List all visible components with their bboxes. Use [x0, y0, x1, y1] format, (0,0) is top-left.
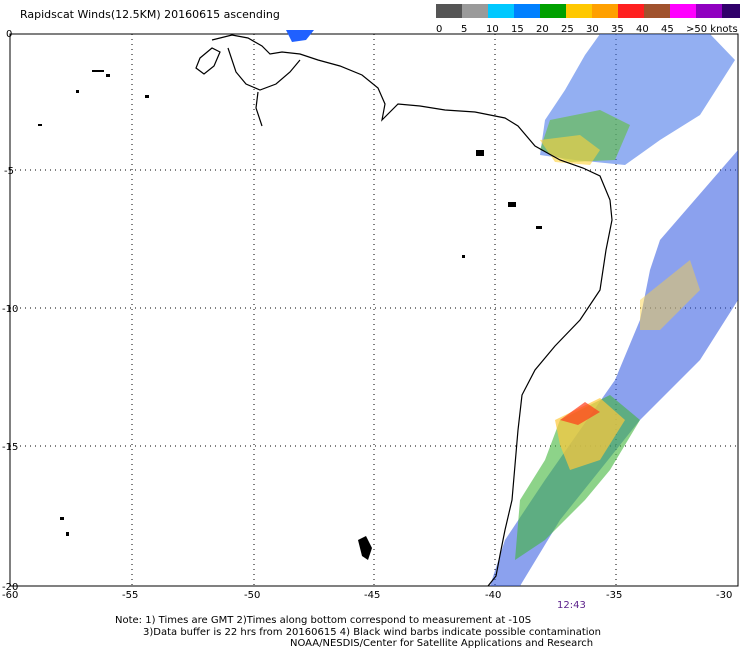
- coastline: [195, 34, 613, 587]
- y-tick-3: -15: [2, 442, 18, 453]
- legend-label-5: 25: [561, 24, 574, 35]
- legend-label-10: >50 knots: [686, 24, 738, 35]
- legend-label-7: 35: [611, 24, 624, 35]
- legend-swatch-1: [462, 4, 488, 18]
- legend-swatch-6: [592, 4, 618, 18]
- x-tick-1: -55: [122, 590, 138, 601]
- x-tick-0: -60: [2, 590, 18, 601]
- legend-swatch-11: [722, 4, 740, 18]
- wind-swath-lower: [490, 150, 738, 586]
- x-tick-4: -40: [485, 590, 501, 601]
- legend-swatch-2: [488, 4, 514, 18]
- legend-swatch-7: [618, 4, 644, 18]
- x-tick-3: -45: [364, 590, 380, 601]
- legend-label-6: 30: [586, 24, 599, 35]
- islands: [38, 70, 542, 560]
- legend-swatch-5: [566, 4, 592, 18]
- legend-label-1: 5: [461, 24, 468, 35]
- legend-swatch-0: [436, 4, 462, 18]
- note-line-3: NOAA/NESDIS/Center for Satellite Applica…: [290, 638, 594, 649]
- legend-label-4: 20: [536, 24, 549, 35]
- y-tick-2: -10: [2, 304, 18, 315]
- legend-label-9: 45: [661, 24, 674, 35]
- note-line-1: Note: 1) Times are GMT 2)Times along bot…: [115, 615, 532, 626]
- legend-label-0: 0: [436, 24, 443, 35]
- legend-swatch-9: [670, 4, 696, 18]
- x-tick-5: -35: [606, 590, 622, 601]
- legend-color-bar: [436, 4, 740, 18]
- legend-label-8: 40: [636, 24, 649, 35]
- y-tick-0: 0: [6, 29, 12, 40]
- map-title: Rapidscat Winds(12.5KM) 20160615 ascendi…: [20, 8, 280, 21]
- legend-swatch-10: [696, 4, 722, 18]
- x-tick-6: -30: [716, 590, 732, 601]
- grid: [10, 34, 738, 586]
- legend-swatch-8: [644, 4, 670, 18]
- wind-swath-upper: [286, 30, 735, 165]
- x-tick-2: -50: [244, 590, 260, 601]
- note-line-2: 3)Data buffer is 22 hrs from 20160615 4)…: [143, 627, 601, 638]
- y-tick-4: -20: [2, 582, 18, 593]
- legend-label-2: 10: [486, 24, 499, 35]
- swath-time-label: 12:43: [557, 600, 586, 611]
- legend-swatch-3: [514, 4, 540, 18]
- legend-swatch-4: [540, 4, 566, 18]
- legend-label-3: 15: [511, 24, 524, 35]
- y-tick-1: -5: [4, 166, 14, 177]
